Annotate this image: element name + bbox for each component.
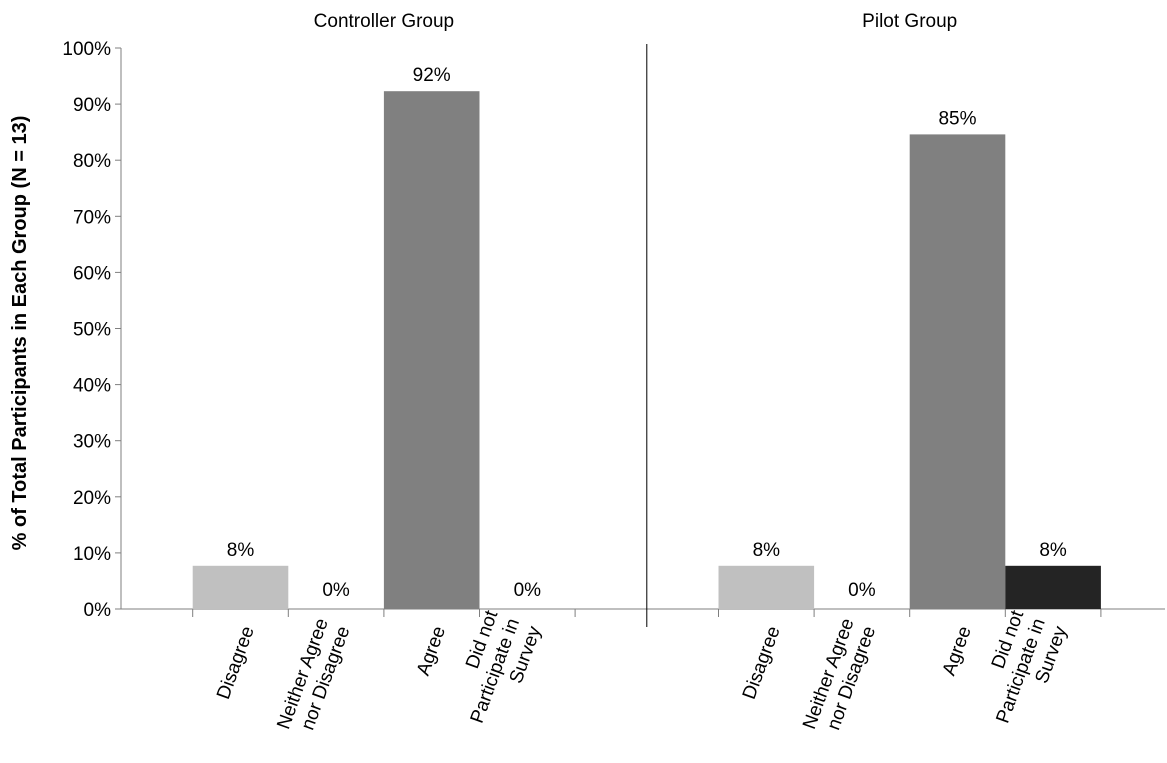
category-label: Agree [413,624,450,679]
category-label-line: Disagree [739,624,785,703]
axes [115,44,1165,627]
y-tick-label: 0% [84,600,112,621]
y-tick-label: 60% [73,263,111,284]
category-label: Agree [939,624,976,679]
category-label: Did notParticipate inSurvey [971,607,1072,734]
data-label: 8% [753,540,781,561]
y-tick-label: 80% [73,151,111,172]
data-label: 0% [322,580,350,601]
category-label: Neither Agreenor Disagree [799,616,880,740]
y-tick-label: 50% [73,320,111,341]
panel-title: Pilot Group [862,11,957,32]
bar [718,565,815,609]
category-label: Disagree [213,624,259,703]
bar [192,565,289,609]
category-label-line: Agree [413,624,450,679]
y-tick-label: 20% [73,488,111,509]
category-label: Did notParticipate inSurvey [445,607,546,734]
bar [909,134,1006,610]
bar [1005,565,1101,609]
y-tick-label: 70% [73,207,111,228]
category-label-line: Agree [939,624,976,679]
y-tick-label: 10% [73,544,111,565]
category-label: Neither Agreenor Disagree [273,616,354,740]
y-axis-label: % of Total Participants in Each Group (N… [9,116,31,551]
y-tick-label: 40% [73,376,111,397]
panel-title: Controller Group [314,11,454,32]
data-label: 0% [514,580,542,601]
data-label: 8% [1039,540,1067,561]
y-tick-label: 100% [62,39,111,60]
y-tick-label: 90% [73,95,111,116]
data-label: 0% [848,580,876,601]
bar [383,91,480,609]
bars [192,91,1101,610]
data-label: 92% [413,65,451,86]
data-label: 85% [938,108,976,129]
y-tick-label: 30% [73,432,111,453]
category-label-line: Disagree [213,624,259,703]
category-label: Disagree [739,624,785,703]
data-label: 8% [227,540,255,561]
